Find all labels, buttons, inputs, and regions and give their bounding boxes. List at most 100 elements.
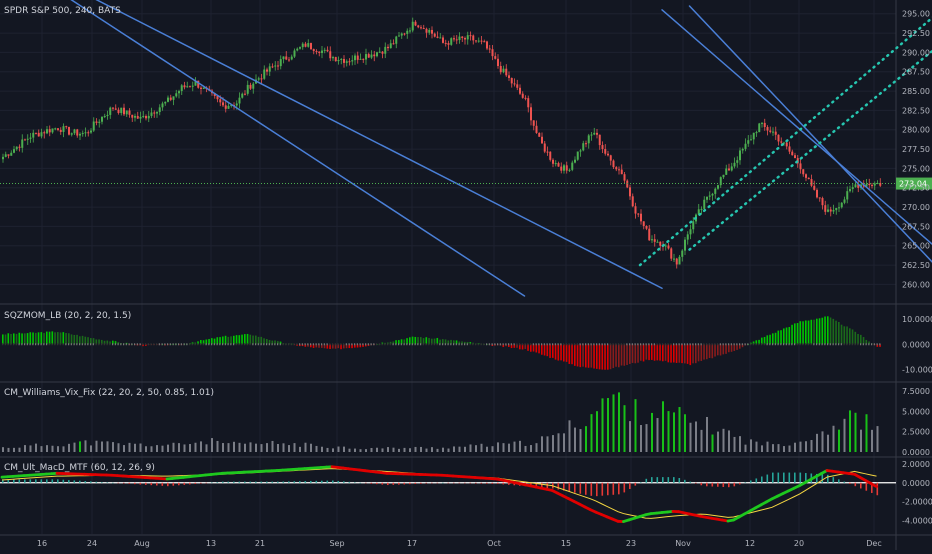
candle-body — [764, 123, 766, 127]
sqz-dot — [632, 343, 633, 345]
sqz-dot — [412, 343, 413, 345]
candle-body — [478, 41, 480, 42]
sqz-dot — [516, 343, 517, 345]
sqz-dot — [371, 343, 372, 345]
candle-body — [486, 41, 488, 48]
candle-body — [511, 78, 513, 83]
candle-body — [445, 43, 447, 44]
sqzmom-bar — [679, 344, 681, 362]
candle-body — [340, 59, 342, 60]
candle-body — [665, 246, 667, 247]
candle-body — [555, 163, 557, 164]
sqzmom-bar — [822, 318, 824, 345]
candle-body — [299, 47, 301, 49]
macd-histogram-bar — [822, 474, 824, 482]
sqzmom-bar — [2, 334, 4, 344]
candle-body — [635, 206, 637, 213]
sqz-dot — [577, 343, 578, 345]
sqzmom-bar — [797, 323, 799, 344]
time-tick-label: Aug — [134, 539, 150, 548]
sqzmom-bar — [577, 344, 579, 366]
sqz-dot — [437, 343, 438, 345]
sqz-dot — [24, 343, 25, 345]
sqz-dot — [835, 343, 836, 345]
vixfix-bar — [393, 448, 395, 452]
macd-histogram-bar — [453, 483, 455, 484]
sqz-dot — [591, 343, 592, 345]
candle-body — [277, 65, 279, 66]
candle-body — [250, 85, 252, 89]
macd-histogram-bar — [420, 483, 422, 484]
macd-histogram-bar — [178, 483, 180, 485]
sqzmom-bar — [610, 344, 612, 369]
candle-body — [731, 166, 733, 170]
candle-body — [725, 169, 727, 175]
vixfix-bar — [74, 443, 76, 452]
time-tick-label: 23 — [626, 539, 636, 548]
sqzmom-bar — [79, 336, 81, 344]
sqzmom-bar — [591, 344, 593, 367]
vixfix-bar — [343, 447, 345, 452]
sqzmom-bar — [602, 344, 604, 369]
vixfix-bar — [596, 411, 598, 452]
sqz-dot — [327, 343, 328, 345]
sqzmom-bar — [35, 333, 37, 344]
price-tick-label: 272.50 — [902, 184, 930, 193]
candle-body — [90, 131, 92, 133]
sqzmom-bar — [219, 337, 221, 344]
sqz-dot — [239, 343, 240, 345]
sqz-dot — [844, 343, 845, 345]
candle-body — [38, 133, 40, 137]
sqz-dot — [868, 343, 869, 345]
candle-body — [404, 34, 406, 35]
sqzmom-bar — [855, 332, 857, 344]
macd-histogram-bar — [756, 478, 758, 482]
vixfix-bar — [673, 412, 675, 452]
price-tick-label: 262.50 — [902, 261, 930, 270]
candle-body — [423, 28, 425, 29]
vixfix-bar — [651, 413, 653, 452]
sqz-dot — [401, 343, 402, 345]
candle-body — [434, 34, 436, 37]
macd-histogram-bar — [184, 483, 186, 485]
vixfix-bar — [459, 447, 461, 452]
candle-body — [291, 57, 293, 60]
sqzmom-bar — [648, 344, 650, 360]
vixfix-bar — [189, 444, 191, 452]
macd-histogram-bar — [624, 483, 626, 493]
sqzmom-bar — [613, 344, 615, 368]
sqzmom-bar — [846, 326, 848, 344]
sqzmom-bar — [684, 344, 686, 363]
sqz-dot — [525, 343, 526, 345]
vixfix-bar — [695, 421, 697, 452]
sqz-dot — [849, 343, 850, 345]
sqz-dot — [640, 343, 641, 345]
macd-histogram-bar — [310, 481, 312, 483]
macd-histogram-bar — [772, 473, 774, 483]
macd-histogram-bar — [79, 481, 81, 483]
sqzmom-bar — [241, 335, 243, 345]
sqz-dot — [846, 343, 847, 345]
candle-body — [167, 98, 169, 102]
sqzmom-bar — [558, 344, 560, 360]
macd-histogram-bar — [327, 481, 329, 483]
sqz-dot — [615, 343, 616, 345]
vixfix-bar — [552, 435, 554, 452]
sqz-dot — [195, 343, 196, 345]
sqz-dot — [775, 343, 776, 345]
sqz-dot — [673, 343, 674, 345]
sqz-dot — [2, 343, 3, 345]
sqz-dot — [156, 343, 157, 345]
sqzmom-bar — [816, 319, 818, 345]
sqzmom-bar — [563, 344, 565, 361]
macd-histogram-bar — [739, 483, 741, 485]
macd-histogram-bar — [409, 483, 411, 484]
sqzmom-bar — [734, 344, 736, 351]
vixfix-bar — [426, 449, 428, 452]
candle-body — [846, 191, 848, 199]
vixfix-bar — [816, 434, 818, 452]
sqz-dot — [299, 343, 300, 345]
vixfix-bar — [24, 445, 26, 452]
sqzmom-bar — [541, 344, 543, 354]
sqzmom-bar — [60, 332, 62, 344]
